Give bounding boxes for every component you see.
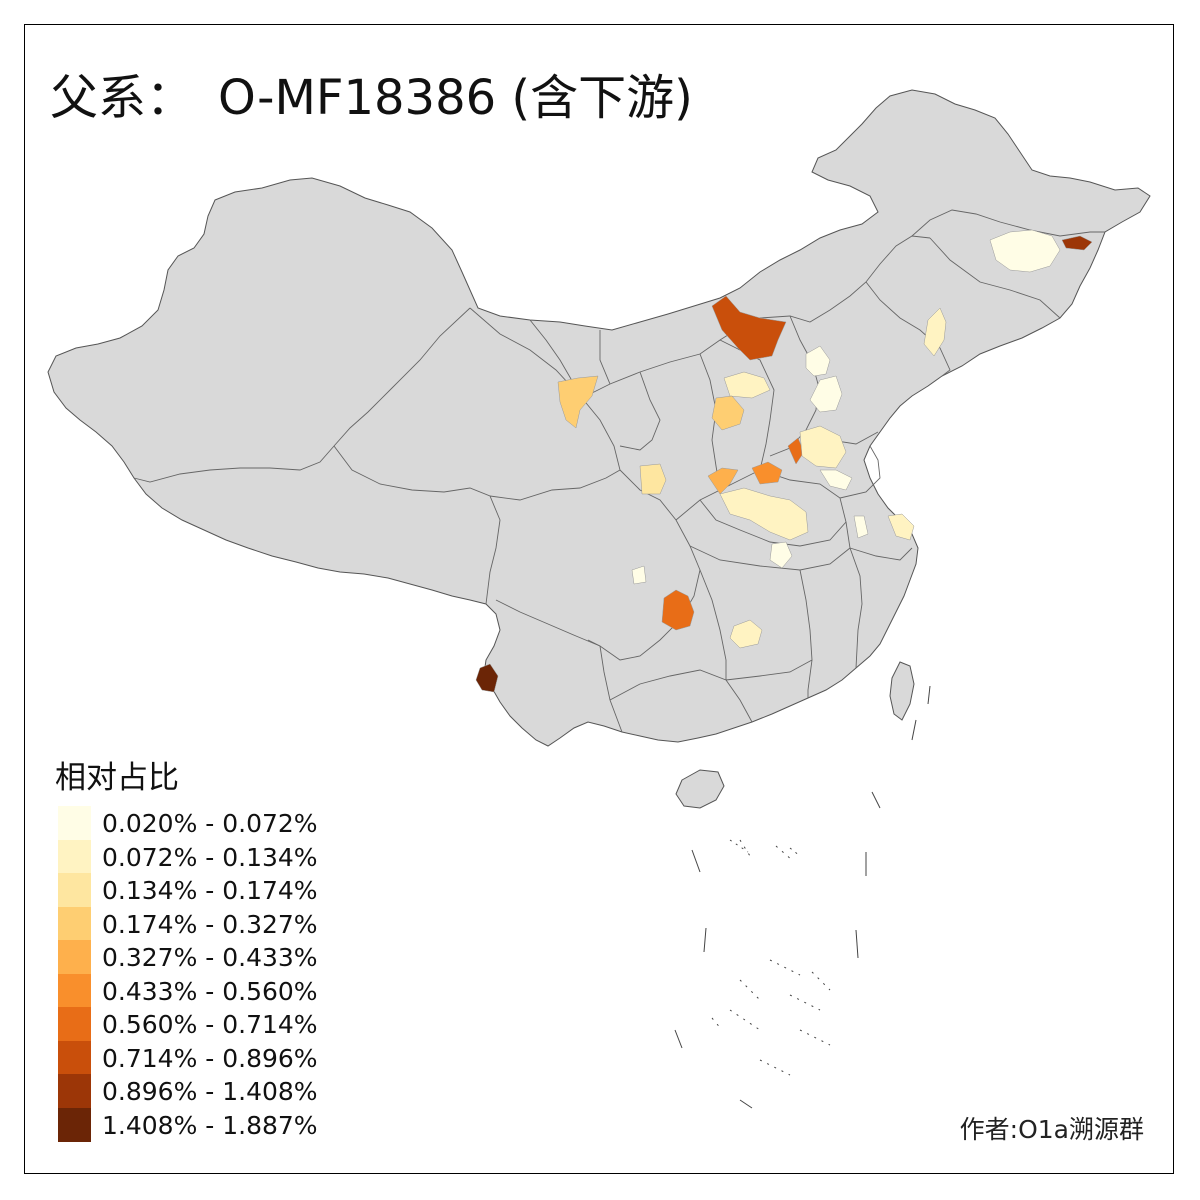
border-fujian — [849, 547, 863, 669]
border-henan — [699, 469, 847, 547]
border-yunnan-guangxi — [599, 645, 623, 733]
author-credit: 作者:O1a溯源群 — [959, 1115, 1144, 1144]
region-liaoning-west — [923, 307, 947, 357]
legend-swatch — [58, 1074, 91, 1108]
region-jiangsu-south — [887, 513, 915, 541]
legend-label: 0.714% - 0.896% — [102, 1043, 318, 1073]
region-henan-south-wide — [719, 487, 809, 541]
legend-label: 1.408% - 1.887% — [102, 1110, 318, 1140]
region-hebei-north — [805, 345, 831, 377]
nine-dash-line-6 — [871, 791, 881, 809]
nine-dash-line-3 — [739, 1099, 753, 1109]
region-shandong-southwest — [819, 469, 853, 491]
legend-swatch — [58, 839, 91, 874]
legend-swatch — [58, 1007, 91, 1041]
border-sichuan-east — [587, 469, 701, 661]
border-guangdong — [725, 659, 813, 681]
legend-label: 0.896% - 1.408% — [102, 1077, 318, 1106]
legend-label: 0.134% - 0.174% — [102, 876, 318, 905]
nine-dash-line-2 — [703, 927, 707, 953]
legend-label: 0.174% - 0.327% — [102, 909, 318, 939]
legend-swatch — [58, 940, 91, 974]
legend-label: 0.560% - 0.714% — [102, 1010, 318, 1039]
legend-swatch — [58, 806, 91, 840]
map-title-main: O-MF18386 (含下游) — [218, 70, 693, 126]
nine-dash-line-1 — [691, 849, 701, 873]
border-zhejiang — [849, 547, 913, 561]
border-jiangxi — [799, 569, 813, 698]
spratly-islands — [711, 839, 831, 1076]
paracel-islands — [729, 839, 801, 857]
legend-swatch — [58, 1107, 91, 1142]
nine-dash-line-8 — [911, 719, 917, 741]
region-anhui — [853, 515, 869, 539]
region-heilongjiang-east — [1061, 235, 1093, 251]
nine-dash-line-7 — [927, 685, 931, 705]
highlighted-regions — [475, 229, 1093, 693]
map-frame — [24, 24, 1174, 1174]
china-mainland — [47, 89, 1151, 747]
legend-swatch — [58, 906, 91, 941]
border-liaoning — [865, 281, 951, 377]
region-guizhou-zunyi — [661, 589, 695, 631]
border-shaanxi — [675, 353, 721, 521]
border-hunan — [699, 569, 727, 680]
region-ningxia-gansu — [639, 463, 667, 495]
nine-dash-line-4 — [855, 929, 859, 959]
hainan-island — [675, 769, 725, 809]
legend-title: 相对占比 — [55, 760, 179, 796]
region-gansu-zhangye — [557, 375, 599, 429]
legend-swatch — [58, 873, 91, 907]
border-yunnan-north — [495, 599, 601, 647]
region-henan-central — [751, 461, 783, 485]
legend-label: 0.433% - 0.560% — [102, 976, 318, 1006]
region-hunan — [729, 619, 763, 649]
legend-swatch — [58, 1040, 91, 1075]
border-heilongjiang — [911, 209, 1105, 237]
border-tibet-qinghai — [333, 445, 501, 605]
taiwan-island — [889, 661, 915, 721]
legend-swatch — [58, 973, 91, 1008]
border-gansu-strip — [529, 319, 583, 399]
region-hubei — [769, 541, 793, 569]
region-yunnan-dehong — [475, 663, 499, 693]
nine-dash-line-9 — [674, 1029, 683, 1049]
legend-label: 0.327% - 0.433% — [102, 943, 318, 972]
map-title-prefix: 父系： — [50, 70, 195, 126]
china-base-outline — [47, 89, 1151, 809]
region-chongqing — [631, 565, 647, 585]
region-henan-west — [707, 467, 739, 495]
border-jilin — [929, 237, 1061, 319]
region-shaanxi-north — [711, 395, 745, 431]
border-xinjiang-east — [133, 307, 471, 483]
south-china-sea-islands — [674, 685, 931, 1109]
border-qinghai-sichuan — [489, 469, 621, 501]
map-title: 父系： O-MF18386 (含下游) — [50, 58, 693, 128]
border-innermongolia-west — [599, 330, 611, 385]
region-innermongolia-ordos — [711, 295, 787, 361]
legend-label: 0.072% - 0.134% — [102, 842, 318, 872]
border-ningxia — [619, 371, 661, 451]
region-heilongjiang-harbin — [989, 229, 1061, 273]
border-anhui-jiangsu — [839, 445, 881, 499]
region-shandong-west — [799, 425, 847, 469]
border-guizhou-guangxi — [609, 669, 753, 723]
legend-label: 0.020% - 0.072% — [102, 809, 318, 838]
region-hebei-central — [809, 375, 843, 413]
